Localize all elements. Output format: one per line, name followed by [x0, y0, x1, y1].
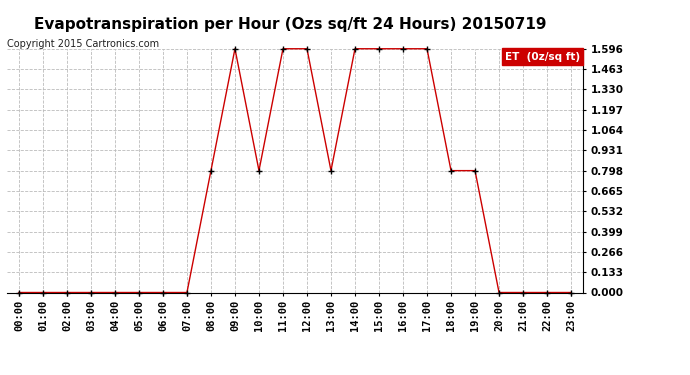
Text: ET  (0z/sq ft): ET (0z/sq ft) [505, 51, 580, 62]
Text: Evapotranspiration per Hour (Ozs sq/ft 24 Hours) 20150719: Evapotranspiration per Hour (Ozs sq/ft 2… [34, 17, 546, 32]
Text: Copyright 2015 Cartronics.com: Copyright 2015 Cartronics.com [7, 39, 159, 50]
